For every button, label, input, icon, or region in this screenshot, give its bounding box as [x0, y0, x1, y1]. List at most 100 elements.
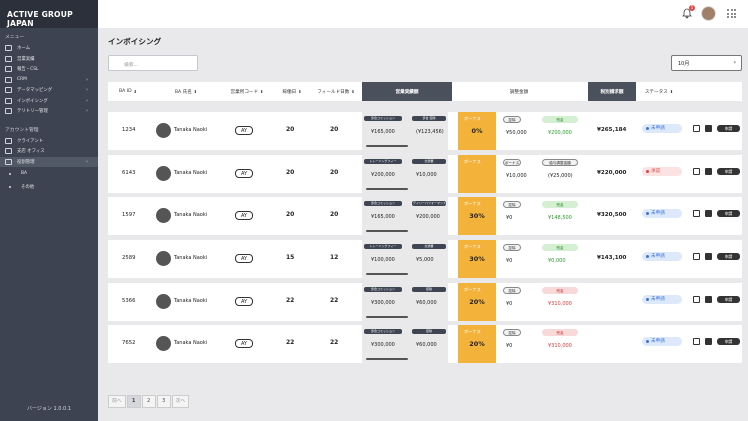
page-2-button[interactable]: 2	[141, 395, 156, 408]
sales-amount: ¥300,000	[371, 342, 395, 348]
table-row[interactable]: 2589 Tanaka Naoki AY 15 12 トレーニングフィー 交通費 ¥100,0…	[108, 240, 742, 278]
sidebar-item-label: インボイシング	[17, 98, 48, 104]
sidebar-item[interactable]: 営業実績	[0, 54, 98, 65]
save-icon[interactable]	[705, 296, 712, 303]
sales-amount: ¥100,000	[371, 257, 395, 263]
scroll-indicator	[366, 188, 408, 190]
sidebar-item[interactable]: 報告・CSL	[0, 64, 98, 75]
deduction-pill: ボーナス	[503, 159, 521, 166]
month-select[interactable]: 10月 ›	[671, 55, 742, 71]
table-row[interactable]: 1234 Tanaka Naoki AY 20 20 歩合コミッション 歩合 控除 ¥165,…	[108, 112, 742, 150]
field-days-cell: 20	[330, 211, 339, 218]
ba-name-cell: Tanaka Naoki	[174, 255, 208, 261]
field-days-cell: 22	[330, 339, 339, 346]
col-adjustment[interactable]: 調整金額	[509, 89, 529, 95]
user-avatar[interactable]	[701, 6, 716, 21]
prev-page-button[interactable]: 前へ	[108, 395, 126, 408]
role-sub-nav: BA その他	[0, 167, 98, 193]
sales-tag: 歩合 控除	[412, 116, 446, 121]
submit-button[interactable]: 申請	[717, 296, 740, 303]
save-icon[interactable]	[705, 253, 712, 260]
save-icon[interactable]	[705, 338, 712, 345]
sales-breakdown: 歩合コミッション 歩合 控除 ¥165,000 (¥123,456)	[362, 112, 448, 150]
edit-icon[interactable]	[693, 338, 700, 345]
deduction-value: ¥50,000	[506, 130, 527, 136]
table-row[interactable]: 5366 Tanaka Naoki AY 22 22 歩合コミッション 控除 ¥300,000…	[108, 283, 742, 321]
submit-button[interactable]: 申請	[717, 338, 740, 345]
sidebar-item-label: データマッピング	[17, 88, 53, 94]
col-invoice-amount[interactable]: 税別請求額	[588, 82, 636, 101]
bullet-icon	[9, 185, 11, 188]
sidebar-sub-item[interactable]: その他	[0, 180, 98, 193]
col-office-code[interactable]: 営業所コード ⬍	[230, 89, 264, 95]
save-icon[interactable]	[705, 210, 712, 217]
submit-button[interactable]: 申請	[717, 253, 740, 260]
scroll-indicator	[366, 358, 408, 360]
sidebar-item-label: 支店 オフィス	[17, 149, 45, 155]
save-icon[interactable]	[705, 168, 712, 175]
sales-breakdown: 歩合コミッション 控除 ¥300,000 ¥60,000	[362, 325, 448, 363]
search-input[interactable]: 検索...	[108, 55, 198, 71]
sidebar-item[interactable]: ホーム	[0, 43, 98, 54]
sidebar-item[interactable]: データマッピング ›	[0, 85, 98, 96]
sidebar-item[interactable]: 役割管理 ›	[0, 156, 98, 167]
sidebar-item[interactable]: クライアント	[0, 136, 98, 147]
ba-id-cell: 6143	[122, 170, 136, 176]
sidebar-item[interactable]: インボイシング ›	[0, 96, 98, 107]
sales-amount: ¥165,000	[371, 129, 395, 135]
bonus-percent: 0%	[471, 127, 483, 135]
home-icon	[5, 45, 12, 52]
edit-icon[interactable]	[693, 125, 700, 132]
apps-grid-icon[interactable]	[727, 9, 736, 18]
sort-icon: ⬍	[260, 89, 264, 94]
submit-button[interactable]: 申請	[717, 210, 740, 217]
page-3-button[interactable]: 3	[156, 395, 171, 408]
field-days-cell: 20	[330, 169, 339, 176]
edit-icon[interactable]	[693, 253, 700, 260]
sidebar-item[interactable]: 支店 オフィス	[0, 146, 98, 157]
page-1-button[interactable]: 1	[126, 395, 141, 408]
sales-amount: (¥123,456)	[416, 129, 444, 135]
menu-section-title: メニュー	[5, 35, 25, 40]
next-page-button[interactable]: 次へ	[171, 395, 190, 408]
deduction-pill: 控除	[503, 201, 521, 208]
col-field-days[interactable]: フィールド日数 ⬍	[317, 89, 355, 95]
status-dot	[646, 212, 649, 215]
col-status[interactable]: ステータス ⬍	[644, 89, 674, 95]
bell-icon[interactable]	[682, 8, 692, 19]
edit-icon[interactable]	[693, 296, 700, 303]
table-row[interactable]: 1597 Tanaka Naoki AY 20 20 歩合コミッション デイリーパフォーマン…	[108, 197, 742, 235]
sidebar-item[interactable]: テリトリー管理 ›	[0, 106, 98, 117]
brand-logo: ACTIVE GROUP JAPAN	[0, 0, 98, 28]
bonus-cell: ボーナス 30%	[458, 197, 496, 235]
edit-icon[interactable]	[693, 168, 700, 175]
top-bar: 5	[98, 0, 748, 28]
field-days-cell: 22	[330, 297, 339, 304]
sidebar-item[interactable]: CRM ›	[0, 75, 98, 86]
submit-button[interactable]: 申請	[717, 125, 740, 132]
invoice-amount: ¥143,100	[597, 255, 627, 261]
col-ba-name[interactable]: BA 氏名 ⬍	[174, 89, 198, 95]
sales-amount: ¥300,000	[371, 300, 395, 306]
balance-pill: 残金	[542, 116, 578, 123]
edit-icon[interactable]	[693, 210, 700, 217]
submit-button[interactable]: 申請	[717, 168, 740, 175]
deduction-value: ¥0	[506, 258, 513, 264]
sidebar-sub-item[interactable]: BA	[0, 167, 98, 180]
sales-amount: ¥165,000	[371, 214, 395, 220]
col-sales-amount[interactable]: 営業実績額	[362, 82, 452, 101]
chevron-right-icon: ›	[86, 76, 88, 83]
ba-name-cell: Tanaka Naoki	[174, 340, 208, 346]
account-section-title: アカウント管理	[5, 127, 39, 133]
ba-name-cell: Tanaka Naoki	[174, 212, 208, 218]
table-row[interactable]: 7652 Tanaka Naoki AY 22 22 歩合コミッション 控除 ¥300,000…	[108, 325, 742, 363]
col-ba-id[interactable]: BA ID ⬍	[118, 89, 137, 94]
sales-tag: 歩合コミッション	[364, 116, 402, 121]
bonus-cell: ボーナス 30%	[458, 240, 496, 278]
col-work-days[interactable]: 稼働日 ⬍	[282, 89, 302, 95]
sidebar-item-label: クライアント	[17, 138, 44, 144]
save-icon[interactable]	[705, 125, 712, 132]
sales-amount: ¥60,000	[416, 342, 437, 348]
field-days-cell: 20	[330, 126, 339, 133]
table-row[interactable]: 6143 Tanaka Naoki AY 20 20 トレーニングフィー 交通費 ¥200,0…	[108, 155, 742, 193]
